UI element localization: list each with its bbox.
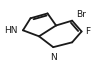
Text: HN: HN [4, 26, 17, 35]
Text: F: F [85, 27, 90, 36]
Text: N: N [50, 53, 57, 62]
Text: Br: Br [76, 10, 86, 19]
